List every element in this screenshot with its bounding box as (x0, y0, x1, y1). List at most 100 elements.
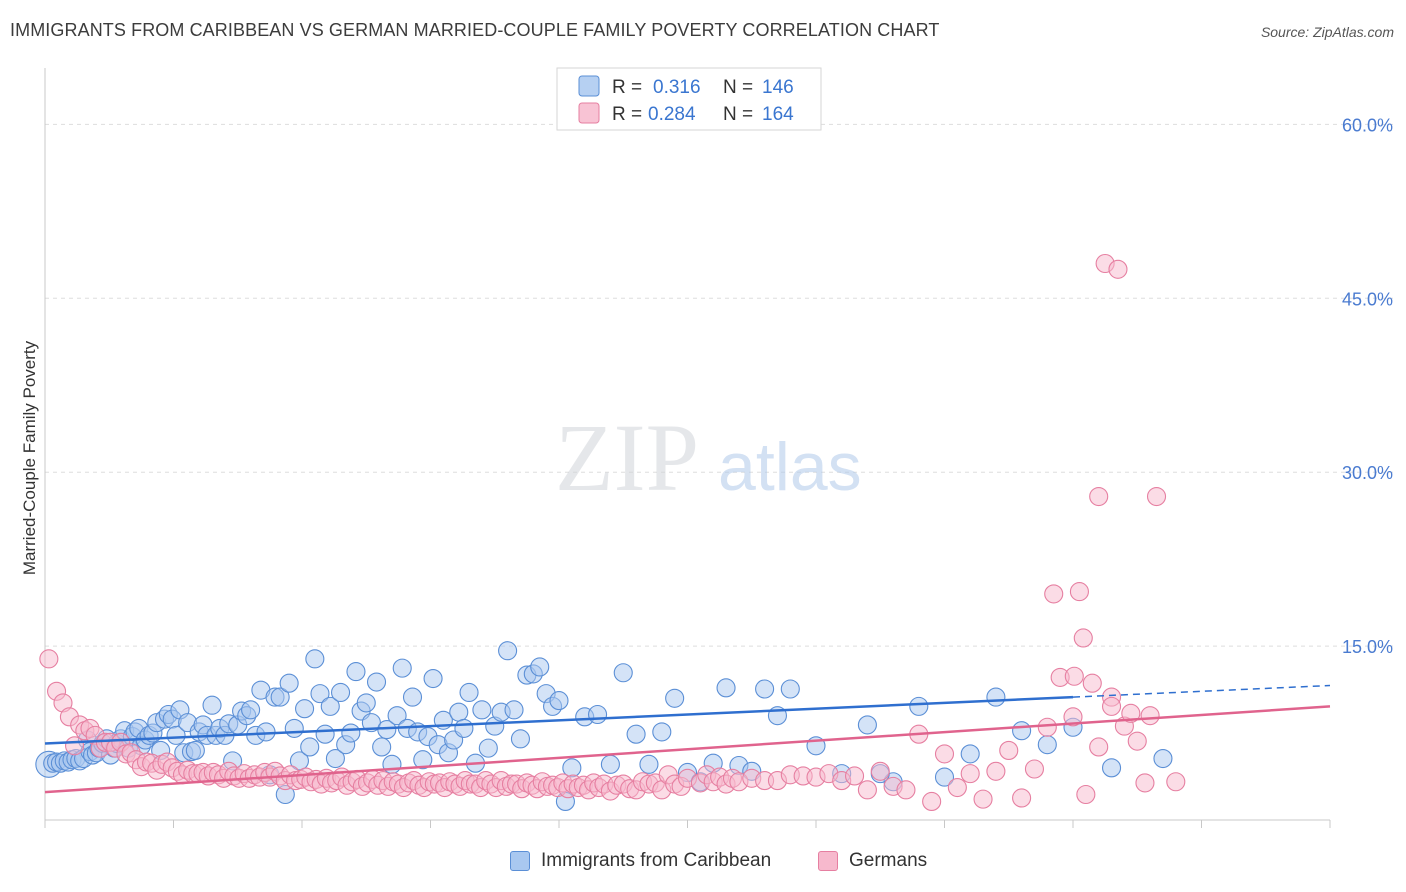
stats-n-value-pink: 164 (762, 104, 794, 125)
germans-point (1135, 773, 1155, 793)
grid-lines (45, 123, 1395, 647)
caribbean-point (472, 700, 492, 720)
caribbean-point (413, 750, 433, 770)
trend-lines (44, 684, 1331, 794)
caribbean-point (1037, 735, 1057, 755)
germans-point (896, 780, 916, 800)
germans-point (1102, 696, 1122, 716)
germans-point (1069, 582, 1089, 602)
caribbean-point (613, 663, 633, 683)
germans-point (1108, 259, 1128, 279)
germans-point (1121, 703, 1141, 723)
caribbean-point (320, 696, 340, 716)
caribbean-point (960, 744, 980, 764)
caribbean-point (392, 658, 412, 678)
stats-n-label-blue: N = (723, 77, 753, 98)
caribbean-point (372, 737, 392, 757)
caribbean-point (1153, 749, 1173, 769)
stats-swatch-pink (578, 102, 600, 124)
germans-point (1037, 717, 1057, 737)
caribbean-point (310, 684, 330, 704)
stats-n-label-pink: N = (723, 104, 753, 125)
caribbean-point (330, 682, 351, 703)
caribbean-point (402, 687, 423, 707)
germans-point (1146, 486, 1167, 507)
stats-r-value-blue: 0.316 (653, 77, 701, 98)
germans-point (1127, 731, 1147, 751)
germans-point (844, 766, 865, 786)
germans-point (65, 736, 85, 756)
caribbean-point (1012, 721, 1032, 741)
caribbean-point (909, 696, 929, 716)
germans-point (999, 740, 1019, 760)
stats-swatch-blue (578, 75, 600, 97)
caribbean-point (279, 673, 299, 693)
caribbean-point (315, 724, 335, 744)
caribbean-point (202, 695, 222, 715)
caribbean-point (241, 700, 261, 720)
caribbean-point (934, 767, 955, 787)
germans-point (986, 761, 1006, 781)
stats-legend: R = 0.316 N = 146 R = 0.284 N = 164 (556, 67, 822, 131)
series-legend: Immigrants from Caribbean Germans (0, 850, 1406, 880)
caribbean-point (346, 662, 366, 682)
y-tick-label: 45.0% (1342, 289, 1393, 309)
germans-point (1082, 673, 1102, 693)
legend-item-caribbean: Immigrants from Caribbean (510, 850, 771, 872)
caribbean-point (780, 679, 800, 699)
axes (44, 68, 1331, 828)
caribbean-point (423, 669, 443, 689)
stats-legend-box (556, 67, 822, 131)
caribbean-point (449, 702, 469, 722)
caribbean-point (652, 722, 672, 742)
germans-point (1140, 706, 1160, 726)
caribbean-point (366, 672, 387, 692)
caribbean-point (1102, 758, 1122, 778)
caribbean-point (295, 699, 315, 719)
stats-n-value-blue: 146 (762, 77, 794, 98)
legend-item-germans: Germans (818, 850, 927, 872)
germans-point (922, 791, 942, 812)
caribbean-point (478, 738, 498, 758)
germans-point (1064, 666, 1084, 686)
germans-trend-line (44, 705, 1331, 794)
caribbean-trend-line (44, 695, 1074, 745)
caribbean-point (639, 754, 659, 774)
caribbean-point (300, 737, 320, 757)
caribbean-point (549, 691, 569, 711)
germans-point (1076, 784, 1096, 805)
caribbean-point (341, 723, 361, 743)
caribbean-point (857, 715, 877, 735)
y-tick-label: 30.0% (1342, 463, 1393, 483)
watermark-zip: ZIP (555, 404, 699, 511)
watermark-atlas: atlas (718, 429, 862, 505)
chart-source: Source: ZipAtlas.com (1260, 24, 1394, 40)
caribbean-point (185, 740, 205, 760)
germans-point (1063, 707, 1083, 727)
germans-point (1166, 772, 1186, 792)
caribbean-point (587, 704, 608, 725)
caribbean-point (716, 678, 736, 698)
germans-point (870, 761, 890, 781)
y-axis-label: Married-Couple Family Poverty (20, 340, 39, 575)
germans-point (39, 649, 59, 669)
germans-point (1044, 584, 1064, 604)
germans-point (1073, 628, 1093, 648)
caribbean-point (270, 687, 290, 707)
caribbean-point (530, 657, 550, 677)
germans-point (1012, 788, 1032, 808)
stats-r-label-pink: R = (612, 104, 642, 125)
watermark: ZIP atlas (555, 404, 862, 511)
stats-r-value-pink: 0.284 (648, 104, 696, 125)
caribbean-point (289, 751, 309, 771)
legend-label-germans: Germans (849, 850, 928, 871)
caribbean-point (454, 718, 474, 738)
caribbean-point (986, 687, 1006, 707)
germans-point (1089, 737, 1109, 757)
germans-point (947, 777, 967, 798)
germans-point (934, 744, 955, 764)
caribbean-point (166, 725, 186, 745)
stats-r-label-blue: R = (612, 77, 642, 98)
caribbean-point (256, 722, 276, 742)
y-tick-label: 60.0% (1342, 115, 1393, 135)
